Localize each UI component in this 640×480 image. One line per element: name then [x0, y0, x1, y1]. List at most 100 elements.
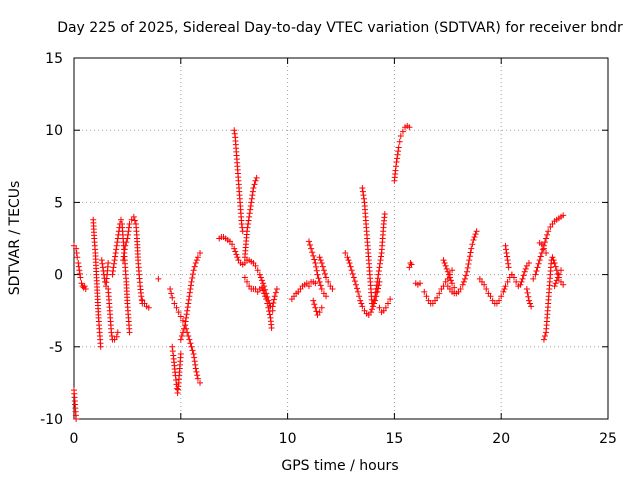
data-point: [375, 267, 382, 274]
data-point: [307, 241, 314, 248]
data-point: [540, 245, 547, 252]
data-point: [248, 199, 255, 206]
data-point: [308, 245, 315, 252]
data-point: [551, 283, 558, 290]
data-point: [305, 238, 312, 245]
data-point: [524, 289, 531, 296]
data-point: [316, 254, 323, 261]
data-point: [468, 245, 475, 252]
data-point: [120, 257, 127, 264]
data-point: [111, 260, 118, 267]
data-point: [169, 348, 176, 355]
data-point: [321, 270, 328, 277]
data-point: [105, 260, 112, 267]
data-point: [525, 293, 532, 300]
data-point: [501, 286, 508, 293]
data-point: [190, 267, 197, 274]
data-point: [408, 261, 415, 268]
data-point: [271, 296, 278, 303]
y-axis-label: SDTVAR / TECUs: [7, 181, 23, 296]
data-point: [177, 351, 184, 358]
data-point: [360, 192, 367, 199]
data-point: [183, 314, 190, 321]
data-point: [399, 128, 406, 135]
data-point: [372, 289, 379, 296]
data-point: [504, 278, 511, 285]
data-point: [483, 286, 490, 293]
data-point: [252, 262, 259, 269]
data-point: [469, 241, 476, 248]
x-tick-label: 10: [279, 431, 297, 447]
data-point: [178, 332, 185, 339]
data-point: [111, 257, 118, 264]
data-point: [74, 254, 81, 261]
data-point: [73, 416, 80, 422]
data-point: [145, 304, 152, 311]
data-point: [375, 271, 382, 278]
data-point: [372, 293, 379, 300]
data-point: [481, 281, 488, 288]
data-point: [192, 260, 199, 267]
data-point: [113, 242, 120, 249]
data-point: [371, 296, 378, 303]
data-point: [258, 284, 265, 291]
data-point: [247, 203, 254, 210]
data-point: [462, 272, 469, 279]
data-point: [395, 148, 402, 155]
data-point: [114, 239, 121, 246]
data-point: [124, 235, 131, 242]
data-point: [252, 177, 259, 184]
data-point: [245, 217, 252, 224]
data-point: [114, 329, 121, 336]
data-point: [191, 358, 198, 365]
data-point: [496, 297, 503, 304]
data-point: [254, 267, 261, 274]
data-point: [177, 336, 184, 343]
data-point: [558, 267, 565, 274]
data-point: [407, 260, 414, 267]
data-point: [500, 288, 507, 295]
data-point: [549, 254, 556, 261]
data-point: [189, 347, 196, 354]
data-point: [232, 248, 239, 255]
x-tick-label: 15: [385, 431, 403, 447]
data-point: [197, 249, 204, 256]
y-tick-label: -10: [40, 412, 63, 428]
data-point: [318, 286, 325, 293]
data-point: [520, 272, 527, 279]
data-point: [504, 257, 511, 264]
data-point: [194, 375, 201, 382]
data-point: [194, 254, 201, 261]
data-point: [193, 257, 200, 264]
data-point: [440, 257, 447, 264]
data-point: [467, 249, 474, 256]
data-point: [73, 249, 80, 256]
data-point: [446, 274, 453, 281]
data-point: [393, 158, 400, 165]
data-point: [443, 265, 450, 272]
data-point: [167, 286, 174, 293]
data-point: [358, 300, 365, 307]
data-point: [131, 217, 138, 224]
data-point: [461, 275, 468, 282]
data-point: [315, 275, 322, 282]
data-point: [256, 271, 263, 278]
data-point: [359, 184, 366, 191]
data-point: [397, 132, 404, 139]
data-point: [265, 304, 272, 311]
data-point: [434, 294, 441, 301]
data-point: [197, 379, 204, 386]
data-point: [251, 181, 258, 188]
data-point: [109, 267, 116, 274]
data-point: [257, 274, 264, 281]
data-point: [498, 293, 505, 300]
data-point: [310, 252, 317, 259]
data-point: [533, 267, 540, 274]
data-point: [77, 274, 84, 281]
data-point: [273, 286, 280, 293]
data-point: [126, 224, 133, 231]
data-point: [442, 262, 449, 269]
data-point: [233, 251, 240, 258]
data-markers: [71, 122, 567, 422]
data-point: [535, 260, 542, 267]
